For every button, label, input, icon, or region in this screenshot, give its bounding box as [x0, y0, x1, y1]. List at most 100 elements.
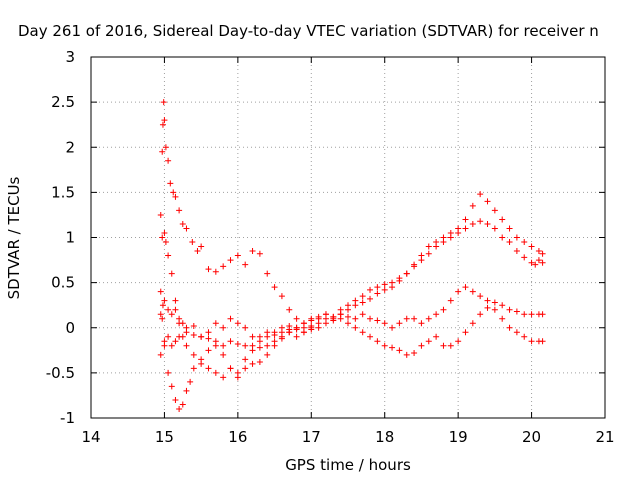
data-point: [256, 338, 263, 345]
data-point: [506, 306, 513, 313]
data-point: [484, 198, 491, 205]
data-point: [455, 229, 462, 236]
data-point: [477, 218, 484, 225]
x-tick-label: 20: [522, 428, 541, 446]
data-point: [183, 225, 190, 232]
data-point: [532, 261, 539, 268]
data-point: [337, 311, 344, 318]
data-point: [165, 252, 172, 259]
data-point: [187, 378, 194, 385]
data-point: [403, 270, 410, 277]
y-axis-label: SDTVAR / TECUs: [5, 176, 23, 299]
data-point: [455, 288, 462, 295]
data-point: [242, 365, 249, 372]
data-point: [425, 315, 432, 322]
data-point: [242, 356, 249, 363]
data-point: [396, 320, 403, 327]
x-tick-label: 21: [595, 428, 614, 446]
data-point: [389, 284, 396, 291]
data-point: [161, 338, 168, 345]
data-point: [308, 322, 315, 329]
data-point: [293, 315, 300, 322]
data-point: [249, 333, 256, 340]
data-point: [227, 338, 234, 345]
data-point: [345, 320, 351, 327]
data-point: [528, 259, 535, 266]
data-point: [172, 396, 179, 403]
data-point: [234, 320, 241, 327]
data-point: [157, 351, 164, 358]
data-point: [220, 324, 227, 331]
data-point: [264, 270, 271, 277]
data-point: [249, 360, 256, 367]
y-tick-label: 1.5: [51, 183, 75, 201]
data-point: [176, 333, 183, 340]
data-point: [220, 263, 227, 270]
x-tick-label: 14: [81, 428, 100, 446]
data-point: [172, 338, 179, 345]
data-point: [234, 252, 241, 259]
data-point: [227, 365, 234, 372]
y-tick-label: 3: [65, 48, 75, 66]
series-track-c: [157, 288, 546, 412]
data-point: [220, 351, 227, 358]
data-point: [528, 311, 535, 318]
data-point: [521, 311, 528, 318]
data-point: [359, 293, 366, 300]
y-tick-label: -0.5: [46, 364, 75, 382]
data-point: [157, 288, 164, 295]
data-point: [389, 344, 396, 351]
data-point: [469, 288, 476, 295]
y-tick-label: 2: [65, 138, 75, 156]
data-point: [367, 315, 374, 322]
data-point: [220, 342, 227, 349]
data-point: [477, 311, 484, 318]
data-point: [506, 239, 513, 246]
axis-ticks: [90, 56, 606, 419]
data-point: [418, 342, 425, 349]
series-track-a: [159, 99, 546, 327]
data-point: [345, 313, 351, 320]
x-tick-label: 18: [375, 428, 394, 446]
data-point: [447, 234, 454, 241]
data-point: [300, 324, 307, 331]
data-point: [190, 331, 197, 338]
data-point: [162, 144, 169, 151]
data-point: [172, 193, 179, 200]
data-point: [168, 311, 175, 318]
data-point: [212, 268, 219, 275]
data-point: [205, 365, 212, 372]
data-point: [160, 99, 167, 106]
data-point: [234, 374, 241, 381]
data-point: [227, 315, 234, 322]
data-point: [165, 306, 172, 313]
data-point: [440, 342, 447, 349]
data-point: [271, 284, 278, 291]
data-point: [198, 333, 205, 340]
data-point: [381, 342, 388, 349]
data-point: [513, 329, 520, 336]
data-point: [528, 338, 535, 345]
data-point: [183, 342, 190, 349]
data-point: [157, 211, 164, 218]
data-point: [396, 277, 403, 284]
data-point: [521, 254, 528, 261]
data-point: [179, 320, 186, 327]
data-point: [425, 243, 432, 250]
data-point: [286, 329, 293, 336]
data-point: [179, 220, 186, 227]
data-point: [271, 329, 278, 336]
data-point: [212, 369, 219, 376]
data-point: [535, 257, 542, 264]
chart-title: Day 261 of 2016, Sidereal Day-to-day VTE…: [18, 22, 599, 40]
data-point: [433, 243, 440, 250]
data-point: [176, 207, 183, 214]
data-point: [205, 266, 212, 273]
data-point: [411, 263, 418, 270]
data-point: [183, 329, 190, 336]
data-point: [425, 338, 432, 345]
data-point: [161, 297, 168, 304]
data-point: [172, 297, 179, 304]
data-point: [168, 270, 175, 277]
data-point: [499, 234, 506, 241]
